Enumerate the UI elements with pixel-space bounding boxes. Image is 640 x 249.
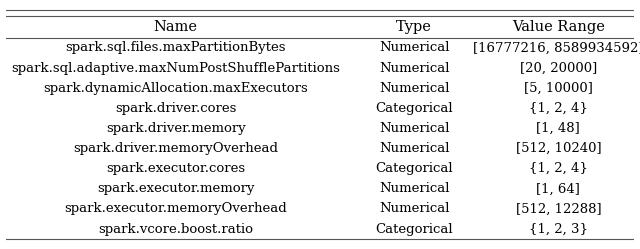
Text: spark.driver.memoryOverhead: spark.driver.memoryOverhead bbox=[73, 142, 278, 155]
Text: Name: Name bbox=[154, 20, 198, 34]
Text: spark.driver.memory: spark.driver.memory bbox=[106, 122, 246, 135]
Text: spark.sql.adaptive.maxNumPostShufflePartitions: spark.sql.adaptive.maxNumPostShufflePart… bbox=[12, 62, 340, 74]
Text: spark.executor.memoryOverhead: spark.executor.memoryOverhead bbox=[65, 202, 287, 215]
Text: Categorical: Categorical bbox=[375, 102, 453, 115]
Text: spark.driver.cores: spark.driver.cores bbox=[115, 102, 236, 115]
Text: Value Range: Value Range bbox=[512, 20, 605, 34]
Text: spark.executor.memory: spark.executor.memory bbox=[97, 182, 255, 195]
Text: Numerical: Numerical bbox=[379, 122, 449, 135]
Text: Categorical: Categorical bbox=[375, 162, 453, 175]
Text: Numerical: Numerical bbox=[379, 62, 449, 74]
Text: spark.sql.files.maxPartitionBytes: spark.sql.files.maxPartitionBytes bbox=[65, 41, 286, 55]
Text: [512, 10240]: [512, 10240] bbox=[516, 142, 601, 155]
Text: spark.vcore.boost.ratio: spark.vcore.boost.ratio bbox=[99, 223, 253, 236]
Text: {1, 2, 4}: {1, 2, 4} bbox=[529, 102, 588, 115]
Text: Numerical: Numerical bbox=[379, 142, 449, 155]
Text: Numerical: Numerical bbox=[379, 41, 449, 55]
Text: [512, 12288]: [512, 12288] bbox=[516, 202, 601, 215]
Text: [1, 64]: [1, 64] bbox=[536, 182, 580, 195]
Text: Categorical: Categorical bbox=[375, 223, 453, 236]
Text: Numerical: Numerical bbox=[379, 182, 449, 195]
Text: [1, 48]: [1, 48] bbox=[536, 122, 580, 135]
Text: [5, 10000]: [5, 10000] bbox=[524, 82, 593, 95]
Text: Numerical: Numerical bbox=[379, 202, 449, 215]
Text: [16777216, 8589934592]: [16777216, 8589934592] bbox=[473, 41, 640, 55]
Text: Numerical: Numerical bbox=[379, 82, 449, 95]
Text: [20, 20000]: [20, 20000] bbox=[520, 62, 597, 74]
Text: spark.dynamicAllocation.maxExecutors: spark.dynamicAllocation.maxExecutors bbox=[44, 82, 308, 95]
Text: {1, 2, 3}: {1, 2, 3} bbox=[529, 223, 588, 236]
Text: spark.executor.cores: spark.executor.cores bbox=[106, 162, 245, 175]
Text: {1, 2, 4}: {1, 2, 4} bbox=[529, 162, 588, 175]
Text: Type: Type bbox=[396, 20, 432, 34]
